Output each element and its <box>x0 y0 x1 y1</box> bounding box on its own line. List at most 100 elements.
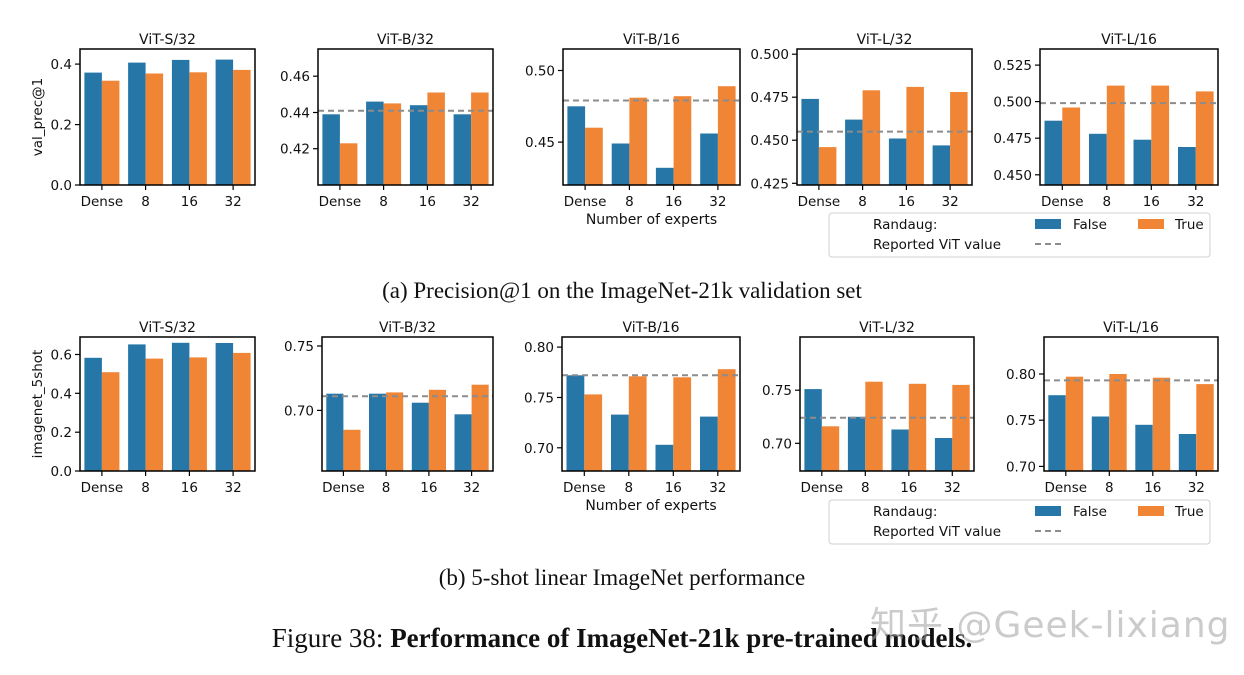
chart-b-2-ytick-label: 0.75 <box>284 339 314 355</box>
chart-a-4-bar-false-16 <box>888 138 907 185</box>
chart-a-1-bar-false-32 <box>215 59 234 185</box>
chart-a-2-bar-false-8 <box>366 101 384 185</box>
chart-a-4-bar-false-Dense <box>801 98 819 185</box>
figure-caption: Figure 38: Performance of ImageNet-21k p… <box>0 623 1244 654</box>
legend-a-box <box>828 212 1211 258</box>
chart-b-4-xtick-label: Dense <box>800 480 843 496</box>
chart-b-4-bar-true-8 <box>865 381 883 471</box>
chart-b-1-bar-true-32 <box>233 352 251 471</box>
chart-a-4-bar-false-8 <box>845 119 863 185</box>
chart-b-1-ytick-label: 0.2 <box>51 425 72 441</box>
chart-a-2-xtick-label: 32 <box>463 194 480 210</box>
chart-a-3-xtick-label: Dense <box>564 194 607 210</box>
chart-b-5-xtick-label: 32 <box>1188 480 1205 496</box>
chart-b-2-bar-true-Dense <box>343 429 361 471</box>
chart-b-5-bar-true-Dense <box>1065 376 1084 471</box>
chart-a-2-bar-false-16 <box>409 105 428 185</box>
chart-a-3-bar-false-16 <box>655 167 674 185</box>
chart-a-5-bar-true-16 <box>1151 85 1170 185</box>
chart-a-4-xtick-label: 32 <box>942 194 959 210</box>
chart-a-5-xtick-label: 16 <box>1143 194 1160 210</box>
chart-b-5-bar-false-32 <box>1178 434 1197 471</box>
chart-a-5-ytick-label: 0.450 <box>993 168 1032 184</box>
chart-a-4-xtick-label: Dense <box>798 194 841 210</box>
chart-b-4-axes-frame <box>799 336 975 472</box>
chart-a-3-bar-true-Dense <box>585 127 603 185</box>
chart-b-3-bar-false-8 <box>611 414 629 471</box>
legend-a-true-swatch <box>1138 219 1164 229</box>
chart-a-5-bar-true-Dense <box>1062 107 1081 185</box>
chart-b-2-bar-true-8 <box>386 392 404 471</box>
chart-b-1-xtick-label: Dense <box>81 480 124 496</box>
chart-b-1-bar-false-16 <box>171 342 190 471</box>
chart-b-1-axes-frame <box>79 336 256 472</box>
chart-a-2-axes-frame <box>317 48 494 186</box>
chart-b-3-title: ViT-B/16 <box>622 320 679 336</box>
chart-a-1-ytick-label: 0.4 <box>51 57 72 73</box>
chart-b-1-ytick-label: 0.4 <box>51 386 72 402</box>
chart-b-2-xtick-label: Dense <box>322 480 365 496</box>
chart-b-2-bar-true-16 <box>428 389 446 471</box>
chart-b-5-ytick-label: 0.80 <box>1006 367 1036 383</box>
chart-a-3-bar-true-32 <box>717 86 736 185</box>
chart-b-4-xtick-label: 32 <box>944 480 961 496</box>
chart-b-1-bar-false-8 <box>128 344 146 471</box>
chart-a-2-xtick-label: Dense <box>319 194 362 210</box>
chart-a-3-xtick-label: 16 <box>665 194 682 210</box>
chart-b-1-ylabel: imagenet_5shot <box>30 350 46 459</box>
chart-b-3-bar-true-16 <box>673 377 692 471</box>
chart-b-1-xtick-label: 8 <box>141 480 150 496</box>
watermark-text: 知乎 @Geek-lixiang <box>870 605 1231 646</box>
chart-b-2-axes-frame <box>321 336 494 472</box>
chart-b-5-ytick-label: 0.70 <box>1006 459 1036 475</box>
chart-a-3-bar-true-8 <box>629 97 648 185</box>
chart-a-2-xtick-label: 8 <box>379 194 388 210</box>
chart-a-2-ytick-label: 0.44 <box>280 106 310 122</box>
legend-a-title: Randaug: <box>873 217 937 233</box>
chart-b-4-ytick-label: 0.70 <box>762 436 792 452</box>
chart-b-3-xtick-label: 32 <box>709 480 726 496</box>
chart-b-3-bar-true-Dense <box>584 394 603 471</box>
chart-a-3-axes-frame <box>562 48 741 186</box>
chart-a-2-bar-true-Dense <box>339 143 358 185</box>
legend-b-title: Randaug: <box>873 504 937 520</box>
chart-a-2-xtick-label: 16 <box>419 194 436 210</box>
chart-a-5-bar-false-8 <box>1089 133 1107 185</box>
caption-b: (b) 5-shot linear ImageNet performance <box>438 565 806 590</box>
chart-a-5-axes-frame <box>1039 48 1219 186</box>
chart-b-3-xtick-label: 16 <box>665 480 682 496</box>
chart-a-3-title: ViT-B/16 <box>623 32 680 48</box>
chart-a-3-bar-false-Dense <box>567 106 586 185</box>
chart-a-2-bar-false-Dense <box>322 114 340 185</box>
chart-b-4-ytick-label: 0.75 <box>762 383 792 399</box>
chart-b-4-bar-false-32 <box>934 438 953 471</box>
figure-label: Figure 38: <box>271 623 391 653</box>
chart-a-1-bar-false-8 <box>128 62 146 185</box>
chart-a-1-bar-true-8 <box>145 73 164 185</box>
chart-b-5-bar-true-16 <box>1152 377 1171 471</box>
chart-b-4-bar-false-8 <box>847 416 866 471</box>
chart-b-2-bar-false-32 <box>454 414 472 471</box>
chart-b-5-xtick-label: 16 <box>1144 480 1161 496</box>
chart-a-4-bar-true-32 <box>950 92 968 185</box>
chart-b-1-bar-true-16 <box>189 357 207 471</box>
chart-a-2-title: ViT-B/32 <box>377 32 434 48</box>
chart-a-2-bar-true-8 <box>383 103 402 185</box>
chart-a-2-ytick-label: 0.46 <box>280 69 310 85</box>
chart-a-4-ytick-label: 0.425 <box>750 176 789 192</box>
chart-b-3-ytick-label: 0.75 <box>524 391 554 407</box>
legend-b-false-label: False <box>1073 504 1107 520</box>
chart-a-4-ytick-label: 0.500 <box>750 47 789 63</box>
chart-a-3-xtick-label: 32 <box>709 194 726 210</box>
figure-title: Performance of ImageNet-21k pre-trained … <box>390 623 973 653</box>
legend-b-box <box>828 499 1211 545</box>
legend-b-false-swatch <box>1035 506 1061 516</box>
chart-b-4-bar-true-16 <box>908 383 927 471</box>
chart-b-2-title: ViT-B/32 <box>379 320 436 336</box>
chart-a-3-bar-false-32 <box>700 133 718 185</box>
chart-a-5-ytick-label: 0.475 <box>993 131 1032 147</box>
chart-a-2-bar-false-32 <box>453 114 472 185</box>
chart-a-4-bar-true-Dense <box>818 147 837 185</box>
chart-b-5-axes-frame <box>1043 336 1219 472</box>
chart-a-5-xtick-label: Dense <box>1041 194 1084 210</box>
